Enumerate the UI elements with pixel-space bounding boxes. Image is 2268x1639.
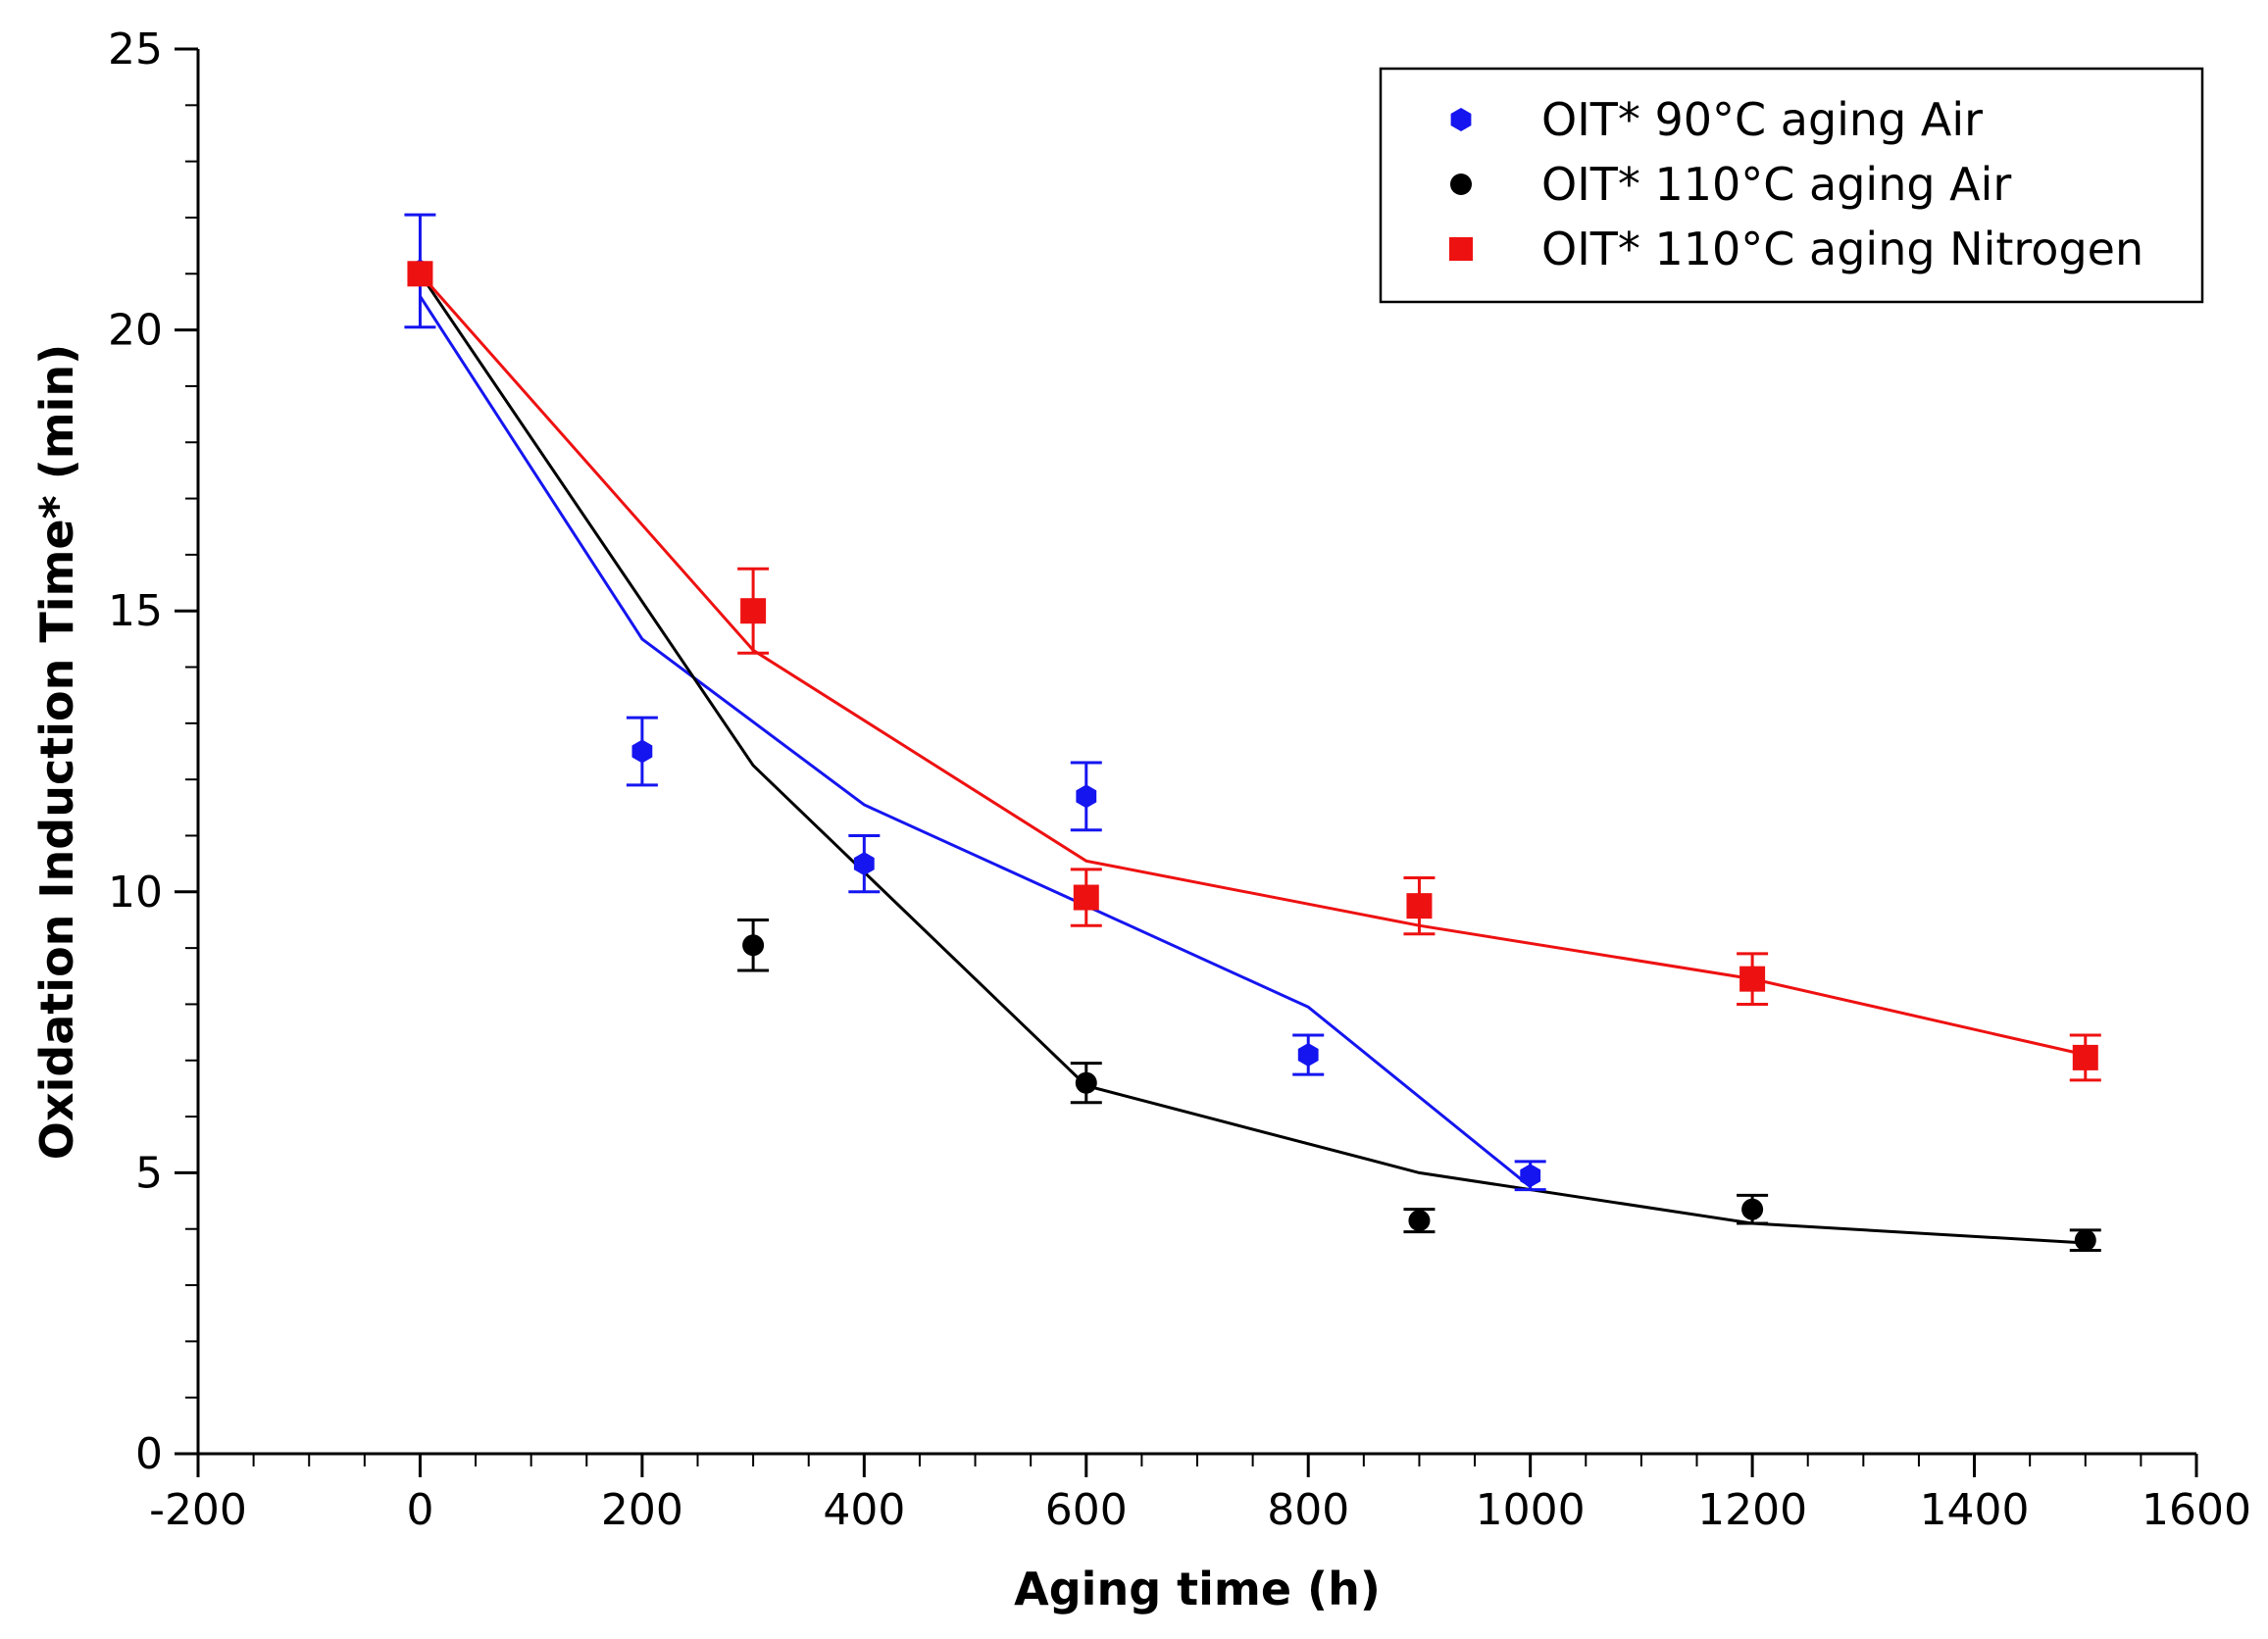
x-tick-label: 400 xyxy=(823,1485,905,1535)
x-tick-label: 1600 xyxy=(2142,1485,2251,1535)
y-tick-label: 20 xyxy=(108,306,163,356)
legend-marker xyxy=(1449,237,1473,261)
x-tick-label: 1200 xyxy=(1697,1485,1807,1535)
x-tick-label: 800 xyxy=(1267,1485,1349,1535)
data-point xyxy=(1406,893,1433,919)
x-axis-title: Aging time (h) xyxy=(1014,1563,1381,1615)
legend-label: OIT* 110°C aging Nitrogen xyxy=(1541,223,2143,275)
x-tick-label: 1000 xyxy=(1476,1485,1586,1535)
legend-label: OIT* 90°C aging Air xyxy=(1541,93,1983,146)
data-point xyxy=(1076,784,1097,809)
data-point xyxy=(1075,1071,1097,1094)
data-markers xyxy=(404,213,2101,1253)
y-ticks: 0 5 10 15 20 25 xyxy=(108,25,198,1479)
legend: OIT* 90°C aging Air OIT* 110°C aging Air O… xyxy=(1379,67,2204,304)
y-tick-label: 10 xyxy=(108,868,163,918)
data-point xyxy=(853,852,875,876)
data-point xyxy=(2074,1229,2096,1252)
data-point xyxy=(1073,884,1099,911)
data-point xyxy=(631,739,653,764)
legend-marker xyxy=(1450,174,1472,195)
y-tick-label: 15 xyxy=(108,586,163,636)
fit-line xyxy=(419,295,1532,1188)
y-axis-title: Oxidation Induction Time* (min) xyxy=(30,344,83,1160)
x-ticks: -200 0 200 400 600 800 1000 1200 1400 1600 xyxy=(149,1454,2251,1535)
x-tick-label: -200 xyxy=(149,1485,247,1535)
fit-lines xyxy=(419,273,2087,1245)
data-point xyxy=(1520,1164,1541,1188)
data-point xyxy=(407,261,433,287)
y-tick-label: 25 xyxy=(108,25,163,74)
data-point xyxy=(1408,1210,1431,1232)
data-point xyxy=(742,934,765,957)
x-tick-label: 0 xyxy=(406,1485,433,1535)
data-point xyxy=(1741,1198,1764,1220)
data-point xyxy=(740,598,767,624)
legend-box xyxy=(1379,67,2204,304)
legend-label: OIT* 110°C aging Air xyxy=(1541,158,2011,211)
legend-marker xyxy=(1450,108,1472,131)
y-tick-label: 5 xyxy=(135,1148,163,1198)
x-tick-label: 200 xyxy=(601,1485,683,1535)
data-point xyxy=(2072,1044,2098,1070)
fit-line xyxy=(419,273,2087,1057)
data-point xyxy=(1739,966,1766,992)
x-tick-label: 1400 xyxy=(1920,1485,2030,1535)
fit-line xyxy=(419,273,2086,1245)
x-tick-label: 600 xyxy=(1045,1485,1128,1535)
y-tick-label: 0 xyxy=(135,1429,163,1479)
data-point xyxy=(1297,1043,1319,1067)
